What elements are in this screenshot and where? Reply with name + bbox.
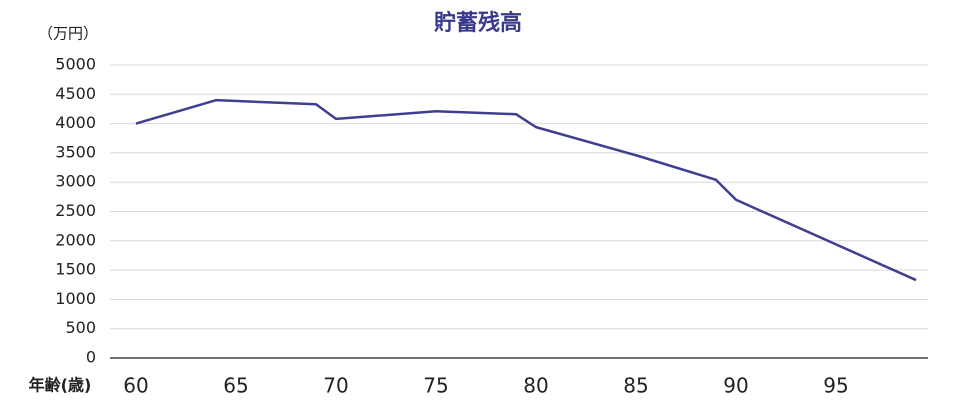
- x-tick-label: 80: [523, 374, 548, 398]
- x-tick-label: 90: [723, 374, 748, 398]
- y-tick-label: 1500: [55, 260, 96, 279]
- x-tick-label: 85: [623, 374, 648, 398]
- x-tick-label: 65: [223, 374, 248, 398]
- x-tick-label: 95: [823, 374, 848, 398]
- x-tick-label: 60: [123, 374, 148, 398]
- y-tick-label: 0: [86, 348, 96, 367]
- data-line: [135, 98, 917, 282]
- y-unit: （万円）: [38, 25, 98, 43]
- chart-title: 貯蓄残高: [434, 10, 522, 36]
- y-tick-label: 5000: [55, 55, 96, 74]
- y-tick-label: 2000: [55, 230, 96, 249]
- y-tick-label: 4000: [55, 113, 96, 132]
- y-tick-label: 4500: [55, 84, 96, 103]
- y-tick-label: 1000: [55, 289, 96, 308]
- x-tick-label: 75: [423, 374, 448, 398]
- y-tick-label: 500: [65, 318, 96, 337]
- x-axis-label: 年齢(歳): [29, 376, 92, 395]
- y-tick-label: 3000: [55, 172, 96, 191]
- y-tick-label: 2500: [55, 201, 96, 220]
- x-tick-label: 70: [323, 374, 348, 398]
- y-tick-label: 3500: [55, 142, 96, 161]
